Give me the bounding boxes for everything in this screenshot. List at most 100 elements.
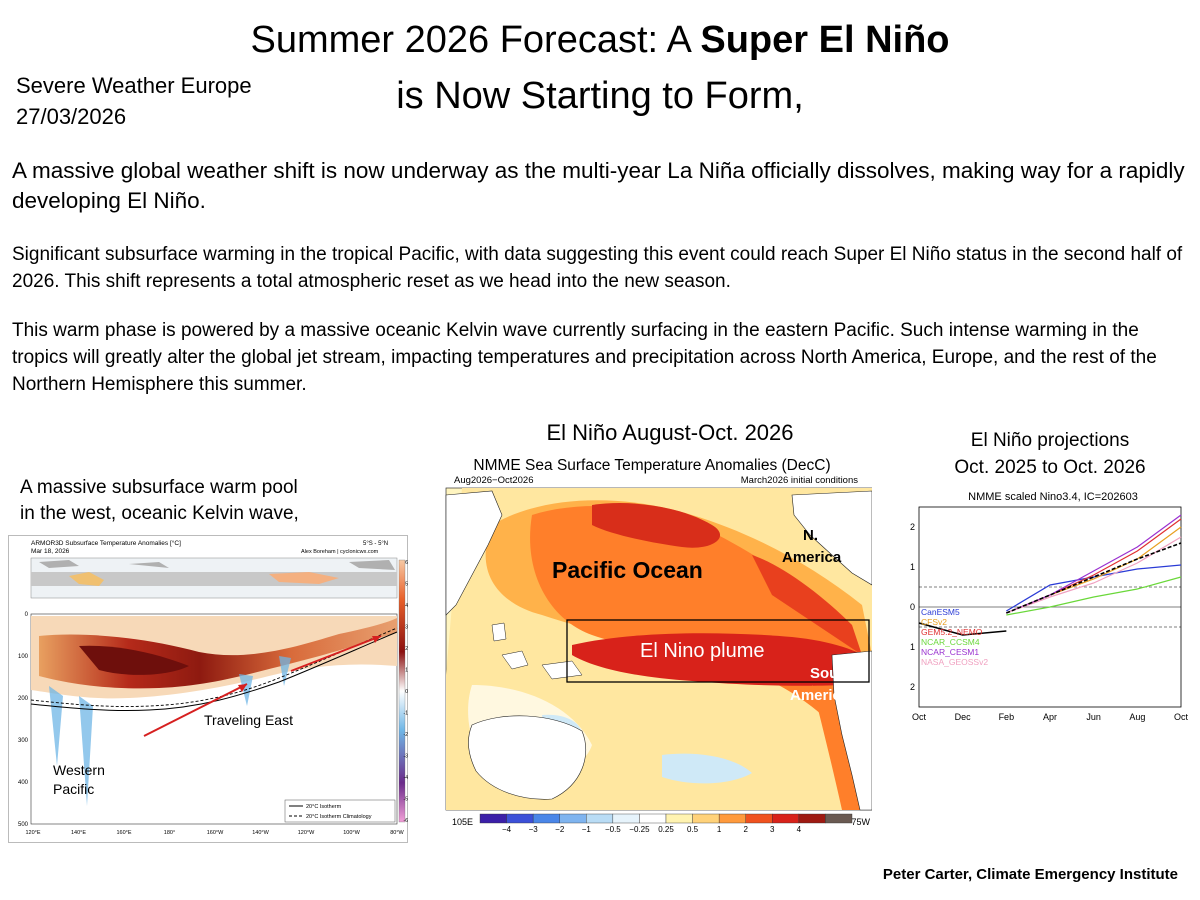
- subsurface-header-author: Alex Boreham | cyclonicwx.com: [301, 549, 379, 555]
- scale-swatch: [479, 813, 507, 824]
- legend-entry: NCAR_CESM1: [921, 647, 979, 657]
- y-tick-label: 1: [910, 562, 915, 572]
- warm-core: [79, 645, 189, 675]
- colorbar-tick-label: -1: [404, 711, 409, 717]
- scale-label: −3: [529, 825, 539, 834]
- y-tick-label: 2: [910, 682, 915, 692]
- subsurface-figure: ARMOR3D Subsurface Temperature Anomalies…: [8, 535, 408, 843]
- map-title: NMME Sea Surface Temperature Anomalies (…: [473, 457, 830, 474]
- map-cool-patch: [542, 714, 752, 784]
- projection-chart-svg: NMME scaled Nino3.4, IC=202603 2 1 0 1 2 Oct D…: [910, 491, 1189, 722]
- scale-label: −0.5: [605, 825, 621, 834]
- scale-swatch: [665, 813, 693, 824]
- colorbar-tick-label: 4: [405, 603, 408, 609]
- scale-label: −4: [502, 825, 512, 834]
- colorbar-tick-label: -6: [404, 818, 409, 824]
- left-caption-line-1: A massive subsurface warm pool: [20, 477, 298, 498]
- colorbar-tick-label: 1: [405, 668, 408, 674]
- source-publisher: Severe Weather Europe: [16, 73, 252, 98]
- scale-swatch: [798, 813, 826, 824]
- depth-tick-label: 400: [18, 780, 29, 786]
- map-init: March2026 initial conditions: [741, 475, 858, 486]
- series-line-ncar-ccsm4: [1006, 576, 1182, 616]
- scale-label: −0.25: [629, 825, 650, 834]
- scale-swatch: [532, 813, 560, 824]
- colorbar-tick-label: 5: [405, 582, 408, 588]
- projection-chart: NMME scaled Nino3.4, IC=202603 2 1 0 1 2 Oct D…: [905, 485, 1195, 730]
- source-block: Severe Weather Europe 27/03/2026: [16, 70, 252, 132]
- map-color-scale: −4 −3 −2 −1 −0.5 −0.25 0.25 0.5 1 2 3 4: [479, 813, 853, 834]
- x-tick-label: Oct: [912, 712, 927, 722]
- scale-swatch: [506, 813, 534, 824]
- depth-tick-label: 200: [18, 696, 29, 702]
- colorbar-tick-label: -2: [404, 732, 409, 738]
- depth-tick-label: 500: [18, 822, 29, 828]
- east-arrow-2: [290, 635, 382, 672]
- depth-tick-label: 300: [18, 738, 29, 744]
- depth-tick-label: 100: [18, 654, 29, 660]
- strip-warm-blob: [69, 572, 104, 586]
- second-paragraph: Significant subsurface warming in the tr…: [12, 244, 1183, 292]
- lead-paragraph: A massive global weather shift is now un…: [12, 158, 1185, 213]
- annotation-traveling-east: Traveling East: [204, 712, 293, 728]
- lon-tick-label: 160°W: [207, 830, 224, 836]
- x-tick-label: Jun: [1086, 712, 1101, 722]
- subsurface-colorbar: [398, 559, 406, 823]
- scale-swatch: [692, 813, 720, 824]
- colorbar-tick-label: 6: [405, 560, 408, 566]
- lon-tick-label: 140°W: [252, 830, 269, 836]
- scale-label: 1: [717, 825, 722, 834]
- lon-tick-label: 100°W: [343, 830, 360, 836]
- east-arrow-1: [143, 683, 248, 737]
- map-land-asia: [445, 490, 503, 616]
- scale-label: 0.25: [658, 825, 674, 834]
- source-date: 27/03/2026: [16, 104, 127, 129]
- page-title-line-2: is Now Starting to Form,: [396, 75, 804, 117]
- map-el-nino-plume: [572, 633, 872, 686]
- map-anomaly-east: [752, 555, 862, 655]
- isotherm-legend: [284, 799, 396, 823]
- scale-label: 0.5: [687, 825, 699, 834]
- annotation-western: Western: [53, 762, 105, 778]
- lon-tick-label: 160°E: [116, 830, 131, 836]
- legend-entry: NCAR_CCSM4: [921, 637, 980, 647]
- label-plume: El Nino plume: [640, 640, 765, 662]
- colorbar-tick-label: -5: [404, 797, 409, 803]
- y-tick-label: 2: [910, 522, 915, 532]
- x-tick-label: Feb: [999, 712, 1015, 722]
- depth-tick-label: 0: [25, 612, 29, 618]
- subsurface-header-title: ARMOR3D Subsurface Temperature Anomalies…: [31, 539, 181, 547]
- label-na-line-1: N.: [803, 527, 818, 544]
- colorbar-tick-label: 0: [405, 689, 408, 695]
- scale-swatch: [772, 813, 800, 824]
- scale-label: −1: [582, 825, 592, 834]
- lon-right: 75W: [851, 817, 870, 827]
- scale-label: 4: [797, 825, 802, 834]
- legend-climatology: 20°C Isotherm Climatology: [306, 814, 372, 820]
- colorbar-tick-label: -4: [404, 775, 409, 781]
- map-anomaly-north: [592, 503, 721, 548]
- longitude-axis: 120°E 140°E 160°E 180° 160°W 140°W 120°W 100°W 8…: [25, 830, 404, 836]
- isotherm-climatology-line: [30, 627, 398, 707]
- label-pacific-ocean: Pacific Ocean: [552, 557, 703, 583]
- sst-map-svg: NMME Sea Surface Temperature Anomalies (…: [445, 457, 873, 834]
- ensemble-mean-line: [1006, 542, 1182, 614]
- lon-left: 105E: [452, 817, 473, 827]
- colorbar-tick-label: 2: [405, 646, 408, 652]
- strip-warm-blob: [269, 572, 339, 584]
- right-caption-line-2: Oct. 2025 to Oct. 2026: [954, 457, 1146, 478]
- series-line-canesm5: [1006, 564, 1182, 612]
- third-paragraph: This warm phase is powered by a massive …: [12, 320, 1157, 395]
- scale-swatch: [745, 813, 773, 824]
- scale-label: 2: [743, 825, 748, 834]
- x-tick-label: Oct: [1174, 712, 1189, 722]
- y-tick-label: 0: [910, 602, 915, 612]
- y-tick-label: 1: [910, 642, 915, 652]
- left-caption-line-2: in the west, oceanic Kelvin wave,: [20, 503, 299, 524]
- legend-entry: GEM5.2_NEMO: [921, 627, 983, 637]
- scale-swatch: [718, 813, 746, 824]
- right-caption-line-1: El Niño projections: [970, 430, 1130, 451]
- map-land-australia: [468, 715, 586, 800]
- scale-swatch: [586, 813, 614, 824]
- title-bold: Super El Niño: [700, 19, 950, 61]
